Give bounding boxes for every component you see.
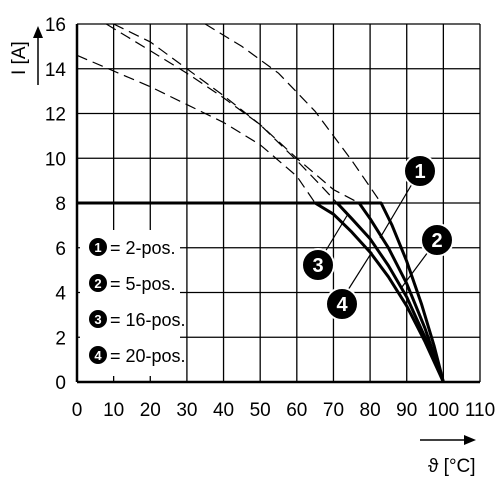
x-axis-arrow <box>420 435 476 445</box>
callout-1: 1 <box>379 154 437 239</box>
x-tick-label: 70 <box>323 400 344 421</box>
legend-badge <box>89 238 107 256</box>
x-tick-label: 110 <box>465 400 495 421</box>
x-tick-label: 80 <box>360 400 381 421</box>
solid-curve-4 <box>77 201 445 383</box>
y-tick-label: 10 <box>45 149 66 170</box>
x-tick-label: 20 <box>140 400 161 421</box>
legend-badge <box>89 346 107 364</box>
legend-label: = 2-pos. <box>110 238 176 258</box>
y-tick-label: 0 <box>55 373 66 394</box>
legend-badge-number: 4 <box>94 348 102 363</box>
y-tick-label: 6 <box>55 239 66 260</box>
legend-badge-number: 3 <box>94 312 101 327</box>
x-tick-label: 100 <box>428 400 460 421</box>
legend-badge <box>89 310 107 328</box>
x-tick-label: 30 <box>176 400 197 421</box>
legend-badge-number: 1 <box>94 240 101 255</box>
curve-callouts: 1 2 34 <box>301 154 454 321</box>
callout-badge <box>301 248 335 282</box>
solid-curve-2 <box>77 201 445 383</box>
callout-badge-number: 3 <box>312 255 323 277</box>
callout-badge-number: 1 <box>414 161 425 183</box>
y-tick-label: 2 <box>55 328 66 349</box>
callout-badge-number: 2 <box>431 230 442 252</box>
solid-curve-1 <box>77 201 445 383</box>
dashed-curve-2 <box>113 23 360 204</box>
callout-2: 2 <box>401 223 454 288</box>
y-tick-label: 16 <box>45 15 66 36</box>
x-tick-label: 10 <box>103 400 124 421</box>
x-axis-label: ϑ [°C] <box>428 456 476 477</box>
legend-item: 1 = 2-pos. <box>89 238 176 258</box>
dashed-curve-1 <box>204 23 382 204</box>
x-tick-label: 40 <box>213 400 234 421</box>
callout-badge <box>325 287 359 321</box>
y-tick-label: 12 <box>45 105 66 126</box>
y-tick-label: 4 <box>55 284 66 305</box>
legend-label: = 5-pos. <box>110 274 176 294</box>
callout-leader <box>379 183 413 239</box>
x-tick-label: 60 <box>286 400 307 421</box>
legend-item: 3 = 16-pos. <box>89 310 186 330</box>
x-tick-label: 90 <box>396 400 417 421</box>
solid-curves <box>77 201 445 383</box>
callout-leader <box>347 251 373 291</box>
legend-badge-number: 2 <box>94 276 101 291</box>
y-tick-label: 14 <box>45 60 67 81</box>
callout-leader <box>324 213 349 253</box>
legend-item: 2 = 5-pos. <box>89 274 176 294</box>
solid-curve-3 <box>77 201 445 383</box>
y-axis-label: I [A] <box>9 41 30 75</box>
legend-badge <box>89 274 107 292</box>
dashed-curves <box>76 23 382 204</box>
legend-item: 4 = 20-pos. <box>89 346 186 366</box>
callout-3: 3 <box>301 213 349 282</box>
callout-leader <box>401 251 429 288</box>
legend-label: = 20-pos. <box>110 346 186 366</box>
legend-label: = 16-pos. <box>110 310 186 330</box>
y-tick-label: 8 <box>55 194 66 215</box>
x-tick-label: 50 <box>250 400 271 421</box>
legend: 1 = 2-pos. 2 = 5-pos. 3 = 16-pos. 4 = 20-pos. <box>80 230 186 376</box>
dashed-curve-4 <box>105 23 338 204</box>
callout-badge-number: 4 <box>336 294 348 316</box>
y-axis-arrow <box>33 26 43 85</box>
callout-badge <box>420 223 454 257</box>
callout-badge <box>403 154 437 188</box>
dashed-curve-3 <box>76 54 316 204</box>
callout-4: 4 <box>325 251 373 321</box>
x-tick-label: 0 <box>72 400 83 421</box>
